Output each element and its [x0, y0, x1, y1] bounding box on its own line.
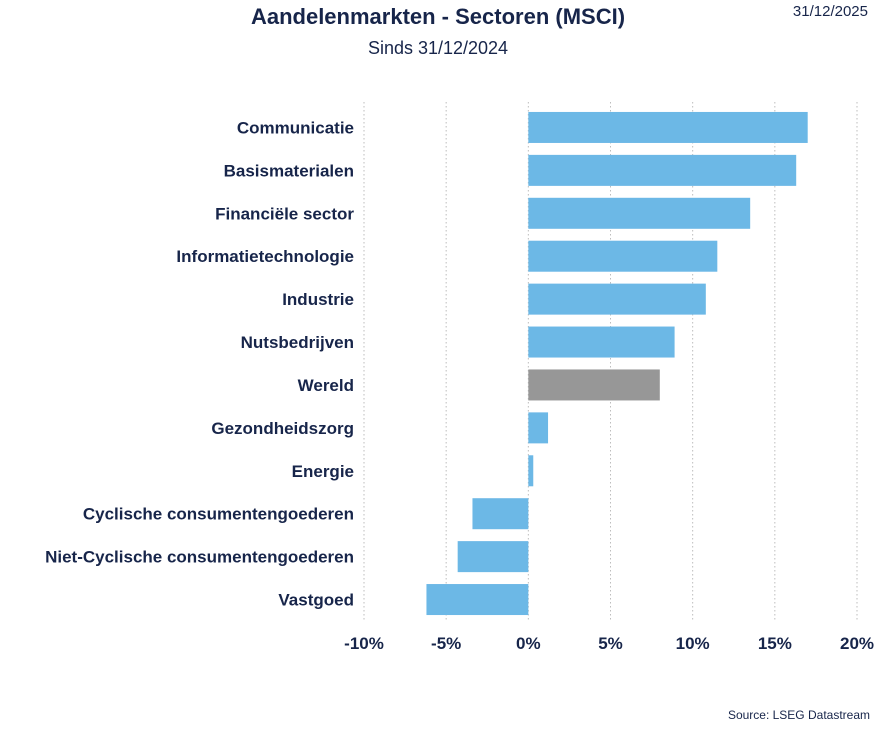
- x-tick-label: 0%: [516, 634, 541, 653]
- bar-1: [528, 154, 797, 186]
- bar-4: [528, 283, 706, 315]
- x-tick-label: 20%: [840, 634, 874, 653]
- bar-layer: [426, 111, 808, 616]
- category-labels: Communicatie Basismaterialen Financiële se…: [45, 118, 354, 609]
- report-date: 31/12/2025: [792, 3, 868, 20]
- category-label: Niet-Cyclische consumentengoederen: [45, 548, 354, 567]
- category-label: Communicatie: [237, 118, 354, 137]
- grid-layer: [363, 102, 858, 621]
- bar-0: [528, 111, 808, 143]
- category-label: Vastgoed: [278, 591, 354, 610]
- x-tick-label: -5%: [431, 634, 461, 653]
- bar-3: [528, 240, 718, 272]
- category-label: Basismaterialen: [224, 161, 354, 180]
- chart-subtitle: Sinds 31/12/2024: [367, 38, 509, 58]
- category-label: Industrie: [282, 290, 354, 309]
- category-label: Energie: [292, 462, 354, 481]
- x-tick-label: 5%: [598, 634, 623, 653]
- bar-11: [426, 584, 529, 616]
- x-axis-ticks: -10% -5% 0% 5% 10% 15% 20%: [344, 634, 874, 653]
- category-label: Financiële sector: [215, 204, 354, 223]
- category-label: Informatietechnologie: [176, 247, 354, 266]
- bar-2: [528, 197, 751, 229]
- category-label: Nutsbedrijven: [241, 333, 354, 352]
- x-tick-label: -10%: [344, 634, 384, 653]
- category-label: Wereld: [298, 376, 354, 395]
- bar-7: [528, 412, 549, 444]
- source-note: Source: LSEG Datastream: [727, 708, 870, 722]
- chart-title: Aandelenmarkten - Sectoren (MSCI): [250, 4, 626, 29]
- x-tick-label: 10%: [676, 634, 710, 653]
- bar-6: [528, 369, 660, 401]
- x-tick-label: 15%: [758, 634, 792, 653]
- bar-10: [457, 541, 529, 573]
- bar-8: [528, 455, 534, 487]
- bar-5: [528, 326, 675, 358]
- category-label: Cyclische consumentengoederen: [83, 505, 354, 524]
- bar-9: [472, 498, 529, 530]
- category-label: Gezondheidszorg: [211, 419, 354, 438]
